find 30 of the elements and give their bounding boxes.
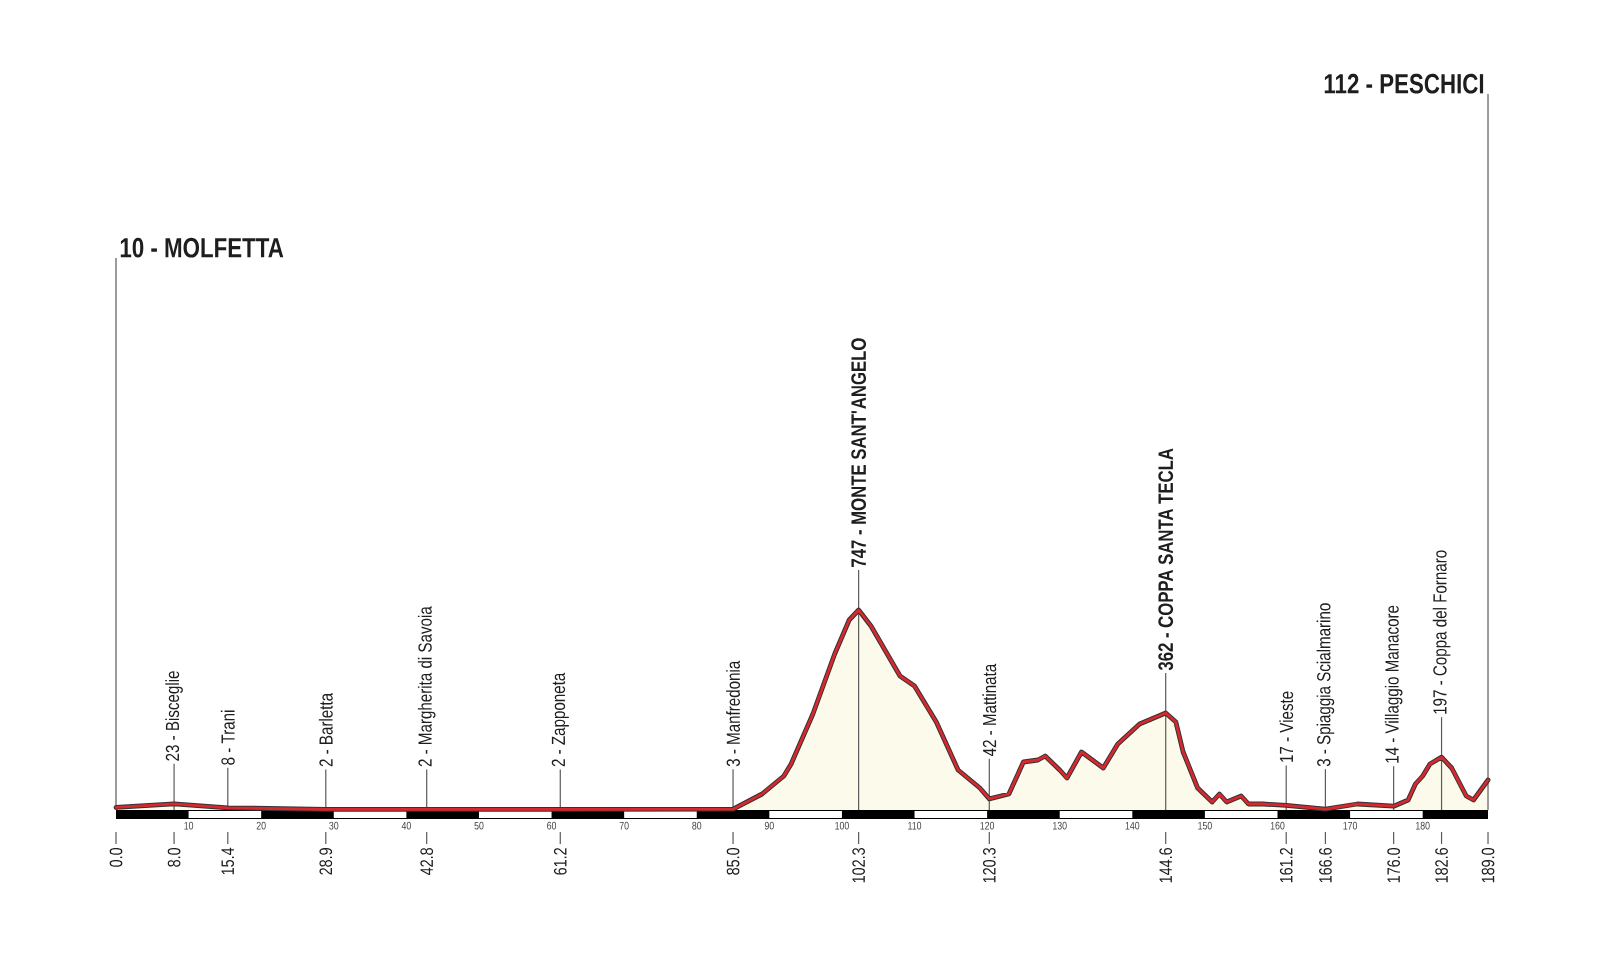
x2-tick-label: 166.6 (1319, 848, 1332, 883)
x2-tick-label: 0.0 (109, 847, 123, 867)
x2-tick-label: 161.2 (1279, 848, 1293, 883)
x2-tick-label: 61.2 (553, 848, 567, 875)
x2-tick-label: 42.8 (420, 848, 434, 875)
annotation: 362 - COPPA SANTA TECLA (1158, 448, 1174, 671)
annotation: 17 - Vieste (1279, 691, 1294, 762)
annotation: 2 - Barletta (318, 692, 333, 767)
x2-tick-label: 182.6 (1435, 848, 1448, 883)
annotation: 747 - MONTE SANT'ANGELO (851, 338, 867, 567)
annotation: 3 - Manfredonia (726, 660, 740, 767)
x2-tick-label: 8.0 (167, 847, 181, 867)
annotation: 3 - Spiaggia Scialmarino (1316, 603, 1335, 767)
x2-tick-label: 85.0 (726, 847, 740, 875)
x2-tick-label: 15.4 (221, 847, 235, 875)
text: 10 - MOLFETTA (120, 237, 284, 258)
annotation: 8 - Trani (220, 710, 235, 765)
x2-tick-label: 102.3 (852, 848, 865, 883)
annotation: 23 - Bisceglie (165, 671, 183, 761)
x2-tick-label: 176.0 (1387, 847, 1401, 883)
annotation: 42 - Mattinata (982, 663, 997, 757)
x2-tick-label: 120.3 (982, 848, 996, 883)
x2-tick-label: 189.0 (1481, 847, 1495, 883)
x2-tick-label: 28.9 (319, 848, 333, 875)
x2-tick-label: 144.6 (1159, 848, 1173, 883)
annotation: 197 - Coppa del Fornaro (1432, 550, 1451, 714)
annotation: 14 - Villaggio Manacore (1384, 605, 1403, 763)
text: 112 - PESCHICI (1324, 73, 1484, 94)
annotation: 2 - Zapponeta (551, 672, 569, 767)
annotation: 2 - Margherita di Savoia (417, 606, 436, 767)
